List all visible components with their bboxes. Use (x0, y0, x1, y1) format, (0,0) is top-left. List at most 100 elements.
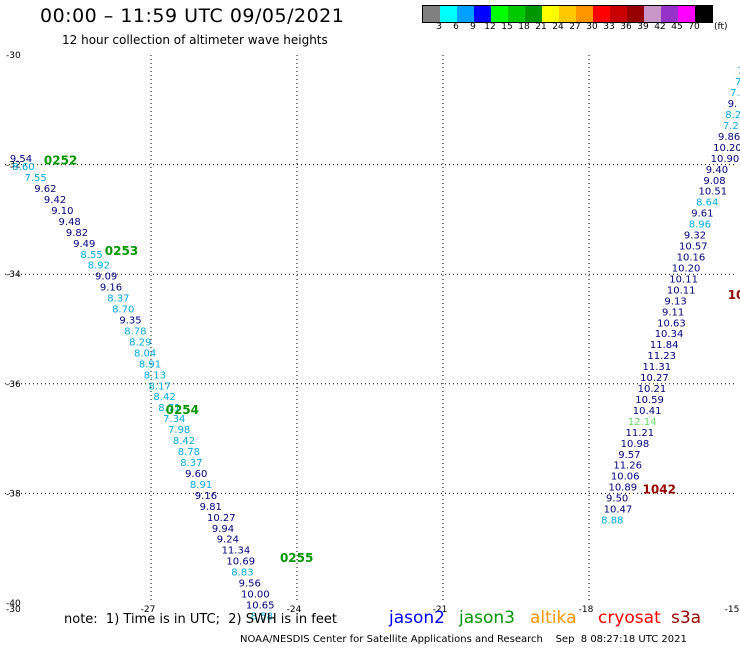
wave-height-value: 9.40 (706, 165, 728, 176)
wave-height-value: 10.47 (604, 505, 633, 516)
latitude-tick-label: -30 (6, 605, 21, 615)
pass-time-label: 1042 (643, 482, 676, 496)
wave-height-value: 10.16 (677, 253, 706, 264)
legend-swatch (474, 6, 491, 22)
wave-height-value: 8.92 (88, 261, 110, 272)
wave-height-value: 9.09 (95, 272, 117, 283)
wave-height-value: 9.86 (718, 132, 740, 143)
legend-swatch (576, 6, 593, 22)
latitude-tick-label: -34 (6, 270, 21, 280)
latitude-tick-label: -32 (6, 161, 21, 171)
wave-height-value: 9.11 (662, 307, 684, 318)
longitude-tick-label: -21 (433, 605, 448, 615)
wave-height-value: 9.24 (217, 535, 239, 546)
longitude-tick-label: -24 (287, 605, 302, 615)
wave-height-value: 10.21 (638, 384, 667, 395)
wave-height-value: 9.62 (34, 184, 56, 195)
wave-height-value: 8.78 (124, 326, 146, 337)
wave-height-value: 9.50 (606, 494, 628, 505)
wave-height-value: 10.34 (655, 329, 684, 340)
legend-swatch (627, 6, 644, 22)
wave-height-value: 8.64 (696, 198, 718, 209)
wave-height-value: 9.13 (664, 296, 686, 307)
legend-label: 9 (470, 22, 476, 32)
wave-height-value: 9.08 (703, 176, 725, 187)
wave-height-value: 9.16 (100, 283, 122, 294)
wave-height-value: 8.91 (139, 359, 161, 370)
wave-height-value: 8.83 (231, 568, 253, 579)
wave-height-value: 8.17 (149, 381, 171, 392)
wave-height-value: 10.20 (672, 263, 701, 274)
satellite-jason2: jason2 (389, 608, 445, 628)
wave-height-value: 10.41 (633, 406, 662, 417)
wave-height-value: 9.10 (51, 206, 73, 217)
wave-height-value: 8.88 (601, 516, 623, 527)
legend-swatch (695, 6, 712, 22)
wave-height-value: 8.78 (178, 447, 200, 458)
wave-height-value: 12.14 (628, 417, 657, 428)
legend-label: 27 (569, 22, 581, 32)
legend-swatch (678, 6, 695, 22)
legend-swatch (644, 6, 661, 22)
wave-height-value: 9.56 (239, 579, 261, 590)
latitude-tick-label: -36 (6, 380, 21, 390)
wave-height-value: 7.98 (168, 425, 190, 436)
legend-label: 39 (637, 22, 649, 32)
wave-height-value: 10.20 (713, 143, 740, 154)
legend-swatch (593, 6, 610, 22)
wave-height-value: 10.57 (679, 242, 708, 253)
legend-label: 33 (603, 22, 615, 32)
wave-height-value: 10.98 (621, 439, 650, 450)
pass-time-label: 0254 (166, 403, 199, 417)
map-subtitle: 12 hour collection of altimeter wave hei… (62, 33, 328, 47)
latitude-tick-label: -40 (6, 599, 21, 609)
wave-height-value: 9.48 (59, 217, 81, 228)
wave-height-value: 10.11 (669, 274, 698, 285)
wave-height-value: 9.60 (185, 469, 207, 480)
wave-height-value: 10.06 (611, 472, 640, 483)
wave-height-value: 8.29 (129, 337, 151, 348)
latitude-tick-label: -38 (6, 489, 21, 499)
legend-label: 30 (586, 22, 598, 32)
footer-credit: NOAA/NESDIS Center for Satellite Applica… (240, 634, 687, 645)
wave-height-value: 10.27 (207, 513, 236, 524)
wave-height-value: 8.37 (180, 458, 202, 469)
wave-height-value: 8.60 (12, 162, 34, 173)
satellite-s3a: s3a (671, 608, 702, 628)
wave-height-value: 10.65 (246, 600, 275, 611)
wave-height-value: 8.58 (251, 611, 273, 622)
legend-swatch (661, 6, 678, 22)
wave-height-value: 11.31 (643, 362, 672, 373)
wave-height-value: 8.13 (144, 370, 166, 381)
satellite-jason3: jason3 (459, 608, 515, 628)
legend-swatch (457, 6, 474, 22)
legend-label: 3 (436, 22, 442, 32)
wave-height-value: 11.84 (650, 340, 679, 351)
wave-height-value: 10.51 (699, 187, 728, 198)
wave-height-value: 9.82 (66, 228, 88, 239)
legend-label: 24 (552, 22, 564, 32)
legend-swatch (542, 6, 559, 22)
wave-height-value: 10.69 (226, 557, 255, 568)
legend-label: 12 (484, 22, 496, 32)
pass-time-label: 1042 (728, 288, 740, 302)
legend-label: 70 (688, 22, 700, 32)
legend-label: 36 (620, 22, 632, 32)
wave-height-value: 9.94 (212, 524, 234, 535)
wave-height-value: 10.27 (640, 373, 669, 384)
wave-height-value: 10.89 (608, 483, 637, 494)
legend-label: 6 (453, 22, 459, 32)
wave-height-value: 8.37 (107, 294, 129, 305)
wave-height-value: 9.57 (618, 450, 640, 461)
wave-height-value: 11.34 (222, 546, 251, 557)
longitude-tick-label: -18 (579, 605, 594, 615)
wave-height-value: 11.26 (613, 461, 642, 472)
map-title: 00:00 – 11:59 UTC 09/05/2021 (40, 5, 345, 27)
wave-height-value: 7.2 (723, 121, 739, 132)
wave-height-value: 9.16 (195, 491, 217, 502)
wave-height-value: 8.2 (725, 110, 740, 121)
longitude-tick-label: -27 (141, 605, 156, 615)
longitude-tick-label: -15 (725, 605, 740, 615)
wave-height-value: 9.32 (684, 231, 706, 242)
